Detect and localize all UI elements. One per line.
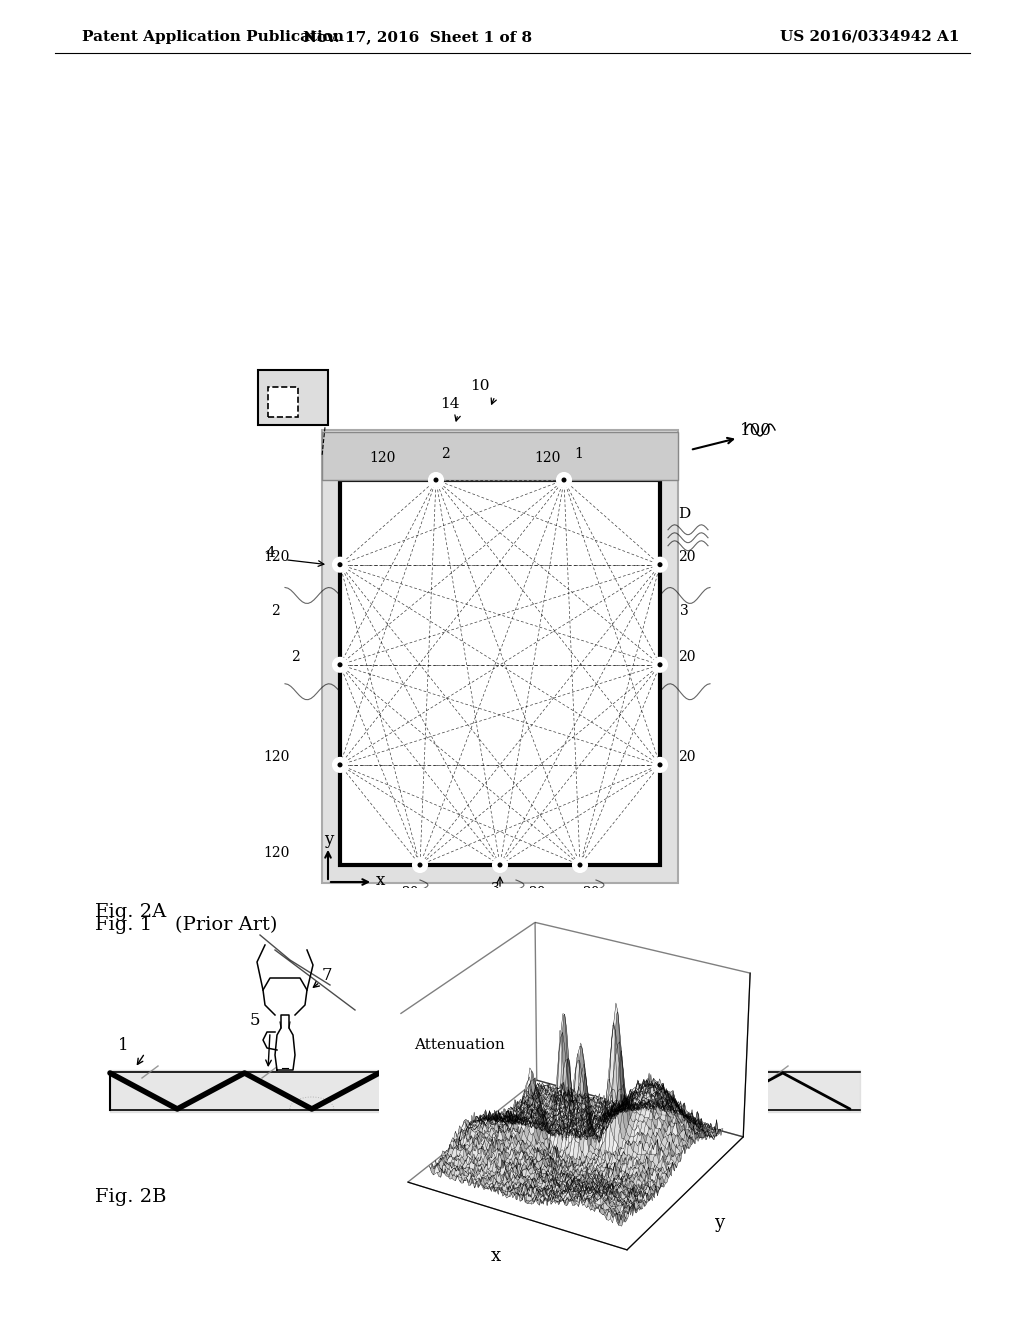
Polygon shape <box>578 978 622 1015</box>
Text: 20: 20 <box>678 549 695 564</box>
Text: 4: 4 <box>400 1002 411 1019</box>
Text: x: x <box>376 873 385 888</box>
Text: 120: 120 <box>263 846 290 861</box>
Text: Nov. 17, 2016  Sheet 1 of 8: Nov. 17, 2016 Sheet 1 of 8 <box>303 30 532 44</box>
Circle shape <box>338 562 342 566</box>
Circle shape <box>653 657 667 672</box>
Bar <box>258 370 328 425</box>
Circle shape <box>413 858 427 873</box>
Text: (Prior Art): (Prior Art) <box>175 916 278 935</box>
Text: US 2016/0334942 A1: US 2016/0334942 A1 <box>780 30 959 44</box>
Text: 2: 2 <box>441 447 450 461</box>
Circle shape <box>338 763 342 767</box>
Circle shape <box>557 473 571 487</box>
Text: 20: 20 <box>528 886 546 900</box>
Text: 120: 120 <box>534 451 560 465</box>
Text: 20: 20 <box>401 886 419 900</box>
Text: 12: 12 <box>268 397 288 411</box>
Circle shape <box>429 473 443 487</box>
Circle shape <box>434 478 438 482</box>
Text: 3: 3 <box>680 603 689 618</box>
Text: 4: 4 <box>265 545 274 560</box>
Circle shape <box>658 663 662 667</box>
Text: 5: 5 <box>250 1012 260 1030</box>
Y-axis label: y: y <box>715 1214 724 1233</box>
Circle shape <box>562 478 566 482</box>
Text: Fig. 1: Fig. 1 <box>95 916 153 935</box>
X-axis label: x: x <box>490 1247 501 1265</box>
Circle shape <box>333 557 347 572</box>
Text: 10: 10 <box>470 379 489 393</box>
Bar <box>340 480 660 865</box>
Polygon shape <box>590 1015 610 1071</box>
Text: 20: 20 <box>583 886 600 900</box>
Text: 100: 100 <box>740 422 772 440</box>
Circle shape <box>338 663 342 667</box>
Bar <box>268 387 298 417</box>
Polygon shape <box>275 1015 295 1071</box>
Text: 20: 20 <box>678 750 695 764</box>
Text: 7: 7 <box>322 968 333 983</box>
Text: 1: 1 <box>118 1038 129 1053</box>
Circle shape <box>573 858 587 873</box>
Text: 2: 2 <box>291 649 300 664</box>
Circle shape <box>333 657 347 672</box>
Circle shape <box>499 863 502 867</box>
Circle shape <box>653 557 667 572</box>
Bar <box>322 430 678 883</box>
Text: 2: 2 <box>271 603 280 618</box>
Text: 20: 20 <box>678 649 695 664</box>
Text: 120: 120 <box>263 549 290 564</box>
Circle shape <box>579 863 582 867</box>
Circle shape <box>493 858 507 873</box>
Text: 120: 120 <box>370 451 396 465</box>
Text: y: y <box>324 832 334 847</box>
Text: D: D <box>678 507 690 521</box>
Text: 1: 1 <box>574 447 583 461</box>
Text: Patent Application Publication: Patent Application Publication <box>82 30 344 44</box>
Circle shape <box>418 863 422 867</box>
Polygon shape <box>263 978 307 1015</box>
Circle shape <box>658 763 662 767</box>
Text: 7: 7 <box>630 968 641 983</box>
Text: 3: 3 <box>490 882 500 896</box>
Text: 120: 120 <box>263 750 290 764</box>
Text: 6: 6 <box>425 1114 435 1131</box>
Bar <box>322 432 678 480</box>
Text: Fig. 2B: Fig. 2B <box>95 1188 167 1206</box>
Circle shape <box>653 758 667 772</box>
Text: Fig. 2A: Fig. 2A <box>95 903 166 921</box>
Text: 14: 14 <box>440 397 460 411</box>
Circle shape <box>333 758 347 772</box>
Circle shape <box>658 562 662 566</box>
